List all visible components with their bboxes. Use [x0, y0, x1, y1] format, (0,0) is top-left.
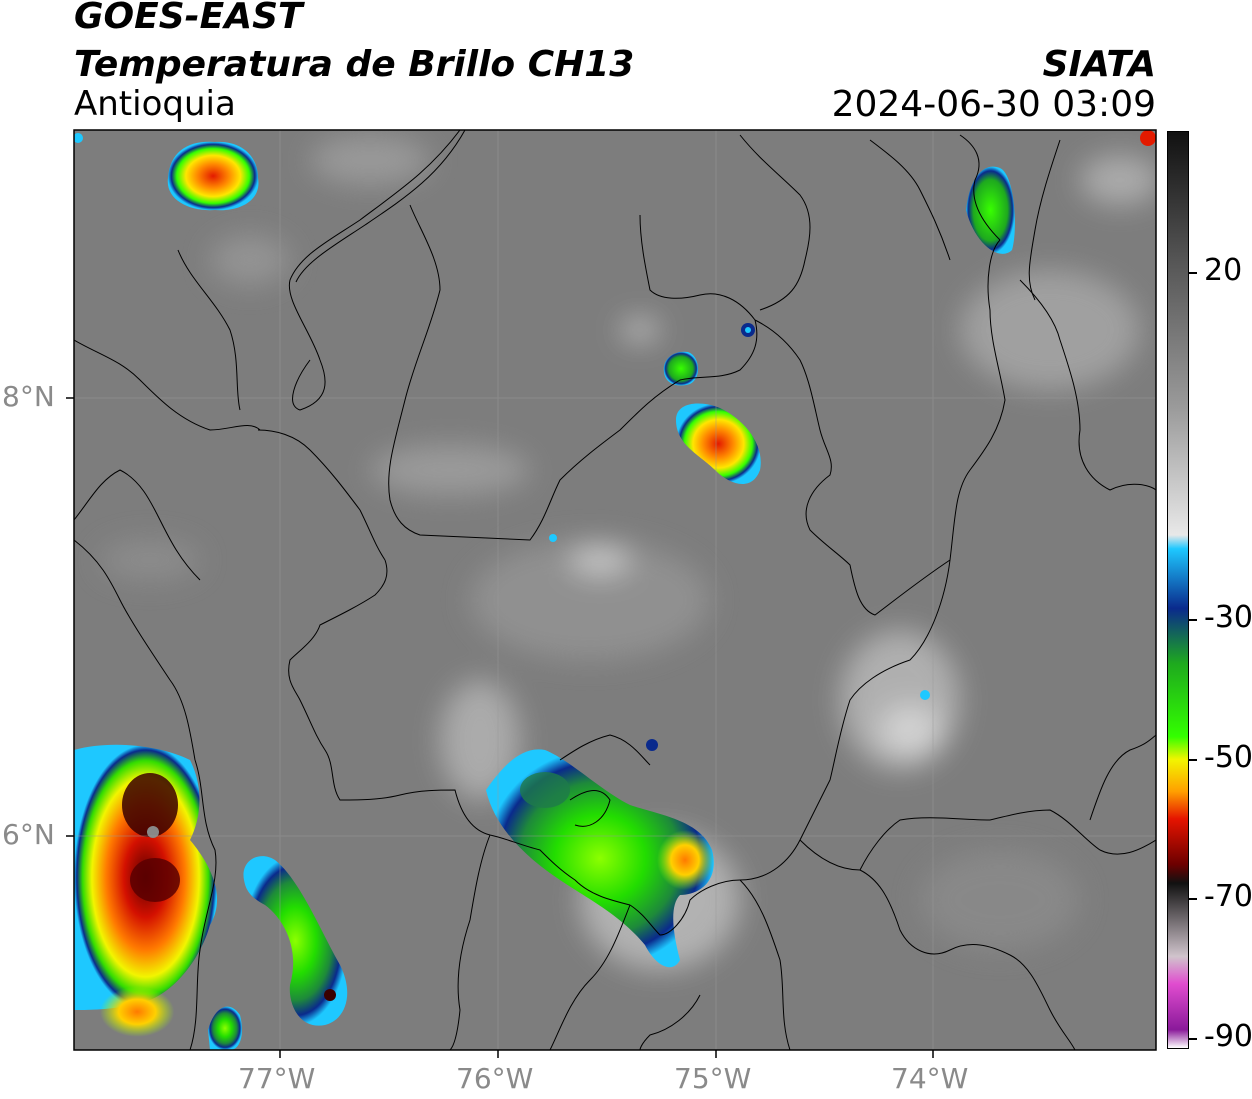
colorbar-label-minus90: -90 [1204, 1019, 1252, 1054]
convective-cells [74, 130, 1156, 1050]
region-label: Antioquia [74, 84, 236, 124]
colorbar-label-minus70: -70 [1204, 879, 1252, 914]
graticule [74, 130, 1156, 1050]
colorbar-tick [1189, 759, 1197, 761]
map-frame [73, 129, 1157, 1051]
lat-label-6n: 6°N [2, 818, 55, 851]
satellite-title: GOES-EAST [74, 0, 303, 37]
lon-label-75w: 75°W [674, 1062, 752, 1095]
colorbar-label-minus30: -30 [1204, 600, 1252, 635]
colorbar-tick [1189, 619, 1197, 621]
lon-label-76w: 76°W [456, 1062, 534, 1095]
boundaries [74, 130, 1156, 1050]
temperature-colorbar [1167, 131, 1189, 1049]
product-title: Temperatura de Brillo CH13 [74, 44, 635, 85]
colorbar-tick [1189, 272, 1197, 274]
cirrus-clouds [100, 135, 1156, 970]
colorbar-label-20: 20 [1204, 253, 1243, 288]
lon-label-74w: 74°W [891, 1062, 969, 1095]
colorbar-tick [1189, 898, 1197, 900]
colorbar-tick [1189, 1038, 1197, 1040]
agency-label: SIATA [1042, 44, 1156, 85]
lat-label-8n: 8°N [2, 380, 55, 413]
axis-ticks [66, 397, 934, 1058]
colorbar-label-minus50: -50 [1204, 740, 1252, 775]
datetime-label: 2024-06-30 03:09 [831, 84, 1156, 125]
lon-label-77w: 77°W [238, 1062, 316, 1095]
